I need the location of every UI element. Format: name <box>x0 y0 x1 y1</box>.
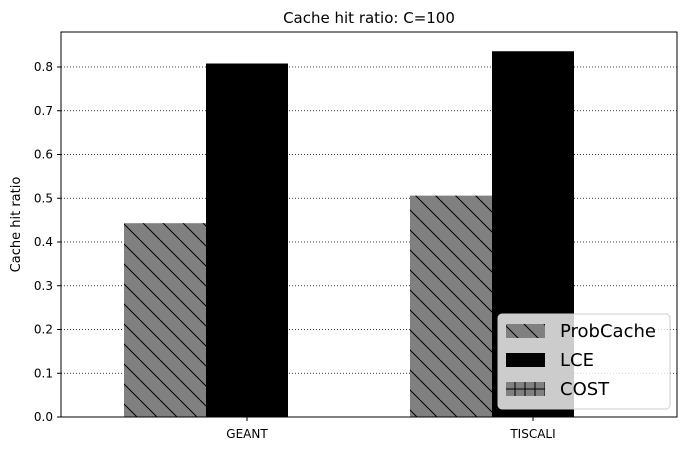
bar-probcache-tiscali <box>410 195 492 417</box>
bars <box>124 51 574 417</box>
y-tick-label: 0.0 <box>34 410 53 424</box>
y-tick-label: 0.6 <box>34 148 53 162</box>
y-tick-label: 0.5 <box>34 191 53 205</box>
legend-label-lce: LCE <box>560 350 594 371</box>
legend-swatch-probcache <box>506 324 545 338</box>
y-tick-label: 0.2 <box>34 323 53 337</box>
chart-title: Cache hit ratio: C=100 <box>283 9 455 27</box>
plot-frame <box>60 31 678 418</box>
x-axis: GEANT TISCALI <box>226 417 556 441</box>
x-tick-label: GEANT <box>226 427 268 441</box>
y-axis-label: Cache hit ratio <box>9 177 24 273</box>
bar-lce-geant <box>206 63 288 417</box>
y-tick-label: 0.3 <box>34 279 53 293</box>
legend-label-cost: COST <box>560 379 610 400</box>
legend: ProbCache LCE COST <box>497 313 671 410</box>
legend-label-probcache: ProbCache <box>560 321 656 342</box>
legend-swatch-lce <box>506 353 545 367</box>
y-tick-label: 0.7 <box>34 104 53 118</box>
bar-probcache-geant <box>124 223 206 417</box>
y-axis: 0.0 0.1 0.2 0.3 0.4 0.5 0.6 0.7 0.8 <box>34 60 61 424</box>
y-tick-label: 0.4 <box>34 235 53 249</box>
y-tick-label: 0.8 <box>34 60 53 74</box>
y-tick-label: 0.1 <box>34 366 53 380</box>
x-tick-label: TISCALI <box>509 427 555 441</box>
